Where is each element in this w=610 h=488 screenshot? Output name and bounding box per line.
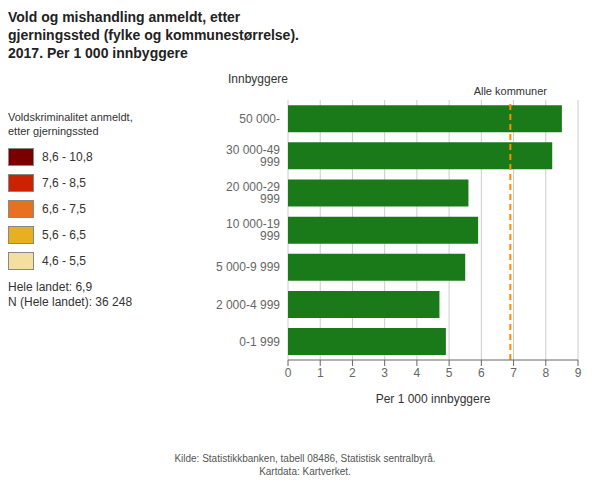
html-text:2017. Per 1 000 innbyggere: 2017. Per 1 000 innbyggere (8, 45, 188, 61)
html-text:Voldskriminalitet anmeldt,: Voldskriminalitet anmeldt, (8, 111, 133, 123)
svg-text:3: 3 (381, 366, 388, 380)
html-text:5,6 - 6,5: 5,6 - 6,5 (42, 228, 86, 242)
html-text:etter gjerningssted: etter gjerningssted (8, 125, 99, 137)
svg-text:2: 2 (349, 366, 356, 380)
html-text:gjerningssted (fylke og kommun: gjerningssted (fylke og kommunestørrelse… (8, 27, 299, 43)
svg-text:6: 6 (478, 366, 485, 380)
html-text:Kartdata: Kartverket.: Kartdata: Kartverket. (259, 466, 351, 477)
html-text:N (Hele landet): 36 248: N (Hele landet): 36 248 (8, 295, 133, 309)
svg-text:10 000-19999: 10 000-19999 (226, 217, 280, 243)
svg-text:5: 5 (446, 366, 453, 380)
html-text:Innbyggere: Innbyggere (228, 72, 288, 86)
svg-text:Alle kommuner: Alle kommuner (474, 85, 548, 97)
svg-text:20 000-29999: 20 000-29999 (226, 180, 280, 206)
svg-text:7: 7 (510, 366, 517, 380)
svg-text:4: 4 (414, 366, 421, 380)
html-text:Hele landet: 6,9: Hele landet: 6,9 (8, 280, 93, 294)
html-text:4,6 - 5,5: 4,6 - 5,5 (42, 254, 86, 268)
svg-text:50 000-: 50 000- (239, 112, 280, 126)
svg-text:0: 0 (285, 366, 292, 380)
html-text:8,6 - 10,8: 8,6 - 10,8 (42, 150, 93, 164)
svg-text:1: 1 (317, 366, 324, 380)
svg-text:2 000-4 999: 2 000-4 999 (216, 298, 280, 312)
svg-text:30 000-49999: 30 000-49999 (226, 143, 280, 169)
svg-text:8: 8 (542, 366, 549, 380)
svg-text:Per 1 000 innbyggere: Per 1 000 innbyggere (376, 392, 491, 406)
html-text:Kilde: Statistikkbanken, tabel: Kilde: Statistikkbanken, tabell 08486, S… (174, 453, 436, 464)
html-text:Vold og mishandling anmeldt, e: Vold og mishandling anmeldt, etter (8, 9, 241, 25)
svg-text:5 000-9 999: 5 000-9 999 (216, 260, 280, 274)
svg-text:9: 9 (575, 366, 582, 380)
svg-text:0-1 999: 0-1 999 (239, 335, 280, 349)
html-text:7,6 - 8,5: 7,6 - 8,5 (42, 176, 86, 190)
html-text:6,6 - 7,5: 6,6 - 7,5 (42, 202, 86, 216)
